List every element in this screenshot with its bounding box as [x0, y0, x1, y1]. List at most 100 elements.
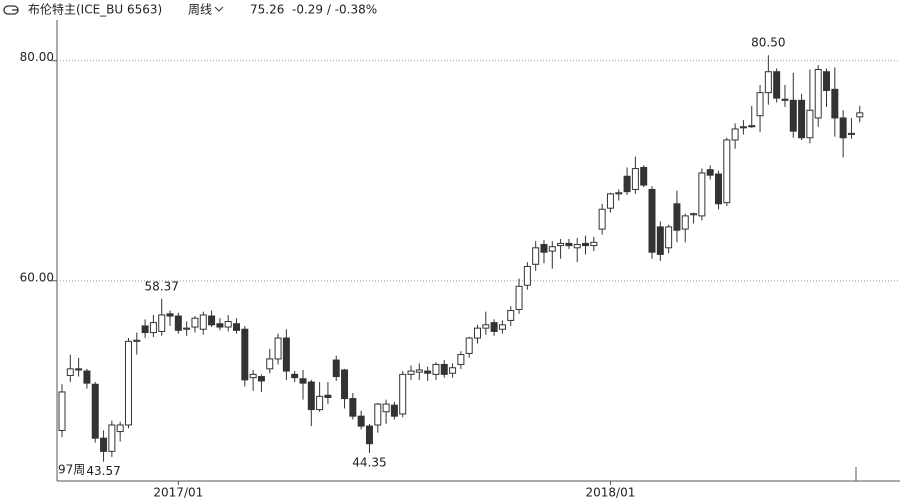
high-label: 80.50 [751, 36, 785, 50]
candle-body [365, 425, 373, 445]
candle-body [507, 310, 515, 321]
price-change: -0.29 / -0.38% [292, 3, 377, 17]
y-tick-label: 60.00 [20, 270, 54, 284]
candle-body [266, 358, 274, 370]
candle-body [532, 247, 540, 265]
candle-body [615, 192, 623, 195]
candle-body [415, 369, 423, 373]
candle-body [374, 403, 382, 426]
candle-body [465, 337, 473, 354]
candle-body [216, 323, 224, 328]
candle-body [698, 172, 706, 217]
candle-body [141, 325, 149, 334]
candle-body [482, 324, 490, 329]
candle-body [856, 112, 864, 118]
period[interactable]: 周线 [188, 3, 212, 17]
candle-body [557, 242, 565, 247]
candle-body [83, 370, 91, 384]
candle-body [648, 188, 656, 253]
candle-body [748, 125, 756, 128]
candle-body [739, 126, 747, 129]
candle-body [124, 340, 132, 426]
candle-body [199, 314, 207, 330]
candle-body [565, 242, 573, 247]
candle-body [100, 437, 108, 452]
candle-body [399, 373, 407, 415]
candle-body [839, 117, 847, 139]
candle-body [116, 424, 124, 433]
candle-body [606, 193, 614, 209]
candle-body [598, 208, 606, 230]
candle-body [631, 168, 639, 190]
candle-body [191, 317, 199, 328]
candle-body [831, 88, 839, 119]
candle-body [690, 213, 698, 216]
candle-body [781, 98, 789, 101]
candle-body [108, 424, 116, 452]
candle-body [582, 242, 590, 247]
candle-body [233, 323, 241, 331]
candle-body [407, 370, 415, 375]
candle-body [133, 339, 141, 342]
candle-body [573, 243, 581, 249]
header: 布伦特主(ICE_BU 6563) 周线 75.26 -0.29 / -0.38… [3, 2, 377, 17]
candle-body [75, 368, 83, 371]
candle-body [490, 322, 498, 332]
candle-body [706, 169, 714, 176]
link-icon[interactable] [3, 5, 19, 15]
candle-body [823, 71, 831, 91]
candle-body [299, 378, 307, 384]
candle-body [166, 313, 174, 317]
candle-body [208, 315, 216, 326]
candle-body [66, 368, 74, 376]
candle-body [332, 359, 340, 378]
candle-body [307, 381, 315, 411]
candle-body [457, 354, 465, 365]
candle-body [257, 376, 265, 382]
candle-body [324, 394, 332, 398]
candle-body [714, 173, 722, 205]
candle-body [183, 327, 191, 330]
x-tick-label: 2017/01 [153, 486, 203, 500]
candle-body [656, 226, 664, 255]
candle-body [440, 363, 448, 375]
dropdown-arrow[interactable] [214, 6, 224, 12]
x-tick-label: 2018/01 [586, 486, 636, 500]
candle-body [390, 404, 398, 417]
candle-body [847, 132, 855, 135]
candle-body [158, 314, 166, 332]
y-tick-label: 80.00 [20, 50, 54, 64]
candle-body [91, 383, 99, 439]
candle-body [673, 203, 681, 231]
candle-body [590, 241, 598, 247]
candle-body [432, 363, 440, 375]
candle-body [548, 246, 556, 252]
candle-body [241, 328, 249, 381]
period-label: 97周 [58, 463, 85, 477]
candle-body [681, 215, 689, 230]
candle-body [789, 99, 797, 132]
candle-body [449, 367, 457, 374]
candle-body [515, 285, 523, 310]
candle-body [174, 315, 182, 331]
candle-body [474, 327, 481, 339]
candle-body [58, 391, 66, 431]
candle-body [249, 373, 257, 379]
candle-body [224, 321, 232, 328]
candle-body [540, 243, 548, 253]
candle-body [341, 369, 349, 400]
low-label: 44.35 [352, 456, 386, 470]
candle-body [316, 395, 324, 411]
candle-body [640, 166, 648, 186]
high-label: 58.37 [145, 279, 179, 293]
candle-body [282, 337, 290, 372]
candle-body [723, 139, 731, 204]
low-label: 43.57 [86, 464, 120, 478]
symbol[interactable]: 布伦特主(ICE_BU 6563) [28, 2, 162, 17]
candle-body [806, 109, 814, 139]
candle-body [814, 69, 822, 119]
candle-body [349, 398, 357, 417]
candle-body [523, 266, 531, 286]
candle-body [731, 128, 739, 141]
